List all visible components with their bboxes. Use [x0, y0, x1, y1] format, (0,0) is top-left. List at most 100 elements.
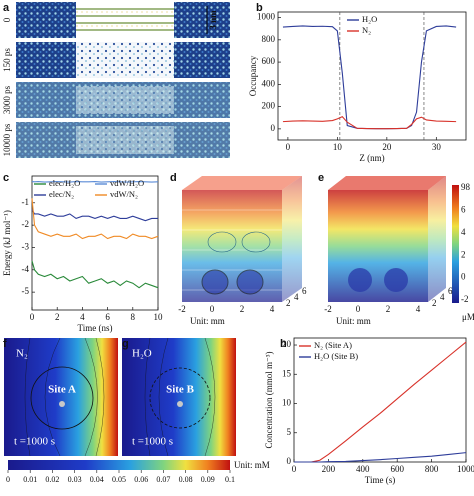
- snapshots: [16, 2, 230, 158]
- colorbar-tick-label: 0: [6, 475, 10, 484]
- series-line: [294, 341, 467, 463]
- y-tick-label: -3: [22, 242, 30, 252]
- legend-label: elec/N₂: [49, 189, 74, 199]
- axis-tick-label: 2: [286, 298, 291, 308]
- y-tick-label: 400: [262, 78, 276, 88]
- axis-tick-label: -2: [324, 304, 332, 314]
- legend-label: N₂: [362, 25, 371, 35]
- axis-tick-label: 6: [448, 286, 453, 296]
- panel-letter: f: [3, 338, 7, 350]
- y-tick-label: 1000: [257, 12, 276, 22]
- plot-frame: [293, 337, 467, 463]
- x-tick-label: 600: [390, 464, 404, 474]
- plot-frame: [31, 175, 159, 311]
- x-axis-label: Time (s): [365, 475, 395, 485]
- site-label: Site A: [48, 384, 76, 396]
- legend-label: elec/H₂O: [49, 178, 80, 188]
- x-tick-label: 800: [425, 464, 439, 474]
- field-f: [4, 337, 118, 457]
- y-tick-label: 15: [282, 368, 292, 378]
- legend-label: vdW/H₂O: [110, 178, 144, 188]
- panel-letter: b: [256, 2, 263, 14]
- x-tick-label: 400: [356, 464, 370, 474]
- x-tick-label: 1000: [457, 464, 474, 474]
- colorbar-tick-label: 0.06: [134, 475, 148, 484]
- panel-letter: g: [122, 338, 129, 350]
- y-tick-label: 0: [271, 123, 276, 133]
- legend-label: H₂O (Site B): [314, 351, 358, 361]
- colorbar-tick-label: 0.08: [179, 475, 193, 484]
- colorbar-tick-label: 0.02: [45, 475, 59, 484]
- colorbar-tick-label: 0.03: [68, 475, 82, 484]
- species-label: H₂O: [132, 348, 152, 360]
- snapshot-label: 10000 ps: [2, 123, 12, 156]
- x-tick-label: 6: [105, 312, 110, 322]
- volume-e: [328, 176, 446, 302]
- x-tick-label: 2: [55, 312, 60, 322]
- colorbar-tick-label: 0.09: [201, 475, 215, 484]
- axis-tick-label: 2: [432, 298, 437, 308]
- field-g: [122, 337, 236, 457]
- y-tick-label: 800: [262, 34, 276, 44]
- series-line: [282, 115, 457, 130]
- species-label: N₂: [16, 348, 28, 360]
- series-line: [282, 25, 457, 130]
- x-tick-label: 0: [292, 464, 297, 474]
- panel-letter: e: [318, 172, 324, 184]
- axis-unit: Unit: mm: [190, 316, 225, 326]
- scale-bar-label: 3 nm: [208, 10, 218, 30]
- snapshot-label: 0: [2, 17, 12, 22]
- colorbar-tick-label: 0.05: [112, 475, 126, 484]
- axis-tick-label: 0: [210, 304, 215, 314]
- x-tick-label: 10: [154, 312, 164, 322]
- axis-unit: Unit: mm: [336, 316, 371, 326]
- axis-tick-label: 2: [240, 304, 245, 314]
- x-tick-label: 20: [382, 142, 392, 152]
- snapshot: [16, 122, 230, 158]
- colorbar-tick-label: 0: [461, 272, 466, 282]
- colorbar-unit: μM: [462, 312, 474, 322]
- colorbar-tick-label: 6: [461, 204, 466, 214]
- x-tick-label: 10: [333, 142, 343, 152]
- x-tick-label: 0: [30, 312, 35, 322]
- volume-d: [182, 176, 302, 302]
- snapshot-label: 150 ps: [2, 48, 12, 72]
- panel-letter: a: [3, 2, 10, 14]
- colorbar-tick-label: 0.04: [90, 475, 104, 484]
- plot-frame: [277, 11, 467, 141]
- colorbar-tick-label: 98: [461, 182, 471, 192]
- y-tick-label: 10: [282, 398, 292, 408]
- y-axis-label: Energy (kJ mol⁻¹): [2, 210, 12, 276]
- axis-tick-label: 4: [270, 304, 275, 314]
- colorbar: [8, 460, 230, 470]
- site-label: Site B: [166, 384, 194, 396]
- axis-tick-label: 4: [294, 292, 299, 302]
- series-line: [31, 260, 159, 289]
- axis-tick-label: 4: [440, 292, 445, 302]
- colorbar-tick-label: -2: [461, 294, 469, 304]
- time-label: t =1000 s: [132, 436, 173, 448]
- y-tick-label: 20: [282, 339, 292, 349]
- panel-letter: d: [170, 172, 177, 184]
- snapshot-label: 3000 ps: [2, 85, 12, 114]
- x-axis-label: Time (ns): [78, 323, 113, 333]
- colorbar-tick-label: 2: [461, 249, 466, 259]
- x-tick-label: 4: [80, 312, 85, 322]
- axis-tick-label: 0: [356, 304, 361, 314]
- legend-label: H₂O: [362, 14, 377, 24]
- axis-tick-label: -2: [178, 304, 186, 314]
- time-label: t =1000 s: [14, 436, 55, 448]
- series-line: [31, 209, 158, 222]
- y-tick-label: 5: [287, 427, 292, 437]
- x-tick-label: 0: [286, 142, 291, 152]
- y-tick-label: -5: [22, 286, 30, 296]
- legend-label: N₂ (Site A): [314, 340, 352, 350]
- y-axis-label: Concentration (mmol m⁻³): [264, 352, 274, 449]
- x-tick-label: 200: [322, 464, 336, 474]
- x-tick-label: 30: [432, 142, 442, 152]
- colorbar-tick-label: 0.07: [156, 475, 170, 484]
- series-line: [294, 452, 467, 463]
- panel-letter: c: [3, 172, 9, 184]
- y-tick-label: -1: [22, 197, 30, 207]
